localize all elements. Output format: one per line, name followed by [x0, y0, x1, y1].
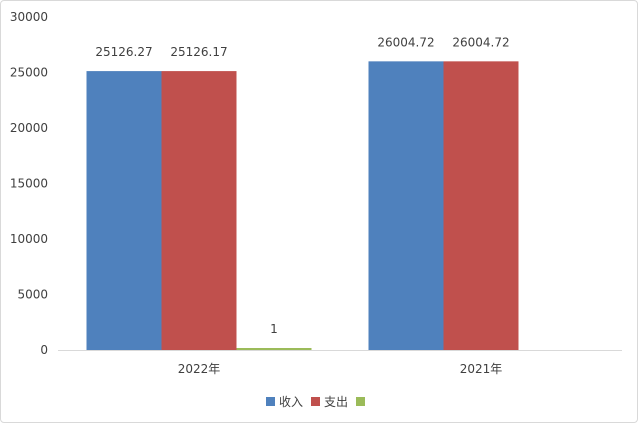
x-tick-label: 2021年 — [460, 362, 503, 376]
bar-series-3-2022年 — [236, 348, 312, 350]
y-tick-label: 10000 — [10, 232, 48, 246]
data-label: 25126.17 — [170, 45, 227, 59]
y-tick-label: 15000 — [10, 177, 48, 191]
data-labels: 25126.27 25126.17 1 26004.72 26004.72 — [95, 35, 509, 336]
y-tick-label: 25000 — [10, 66, 48, 80]
y-tick-label: 30000 — [10, 10, 48, 24]
y-tick-label: 0 — [40, 343, 48, 357]
bars — [86, 61, 519, 351]
x-tick-label: 2022年 — [178, 362, 221, 376]
y-tick-label: 5000 — [17, 288, 48, 302]
bar-支出-2022年 — [161, 71, 237, 350]
data-label: 26004.72 — [377, 35, 434, 49]
bar-支出-2021年 — [443, 61, 519, 351]
y-tick-label: 20000 — [10, 121, 48, 135]
bar-收入-2021年 — [368, 61, 444, 351]
legend-swatch — [356, 397, 365, 406]
y-axis: 0 5000 10000 15000 20000 25000 30000 — [10, 10, 48, 357]
x-axis: 2022年 2021年 — [58, 350, 622, 376]
legend-label: 支出 — [324, 395, 348, 409]
data-label: 26004.72 — [452, 35, 509, 49]
data-label: 25126.27 — [95, 45, 152, 59]
data-label: 1 — [270, 322, 278, 336]
legend-swatch — [266, 397, 275, 406]
legend-swatch — [311, 397, 320, 406]
legend: 收入 支出 — [266, 395, 365, 409]
bar-收入-2022年 — [86, 71, 162, 351]
legend-label: 收入 — [279, 395, 303, 409]
